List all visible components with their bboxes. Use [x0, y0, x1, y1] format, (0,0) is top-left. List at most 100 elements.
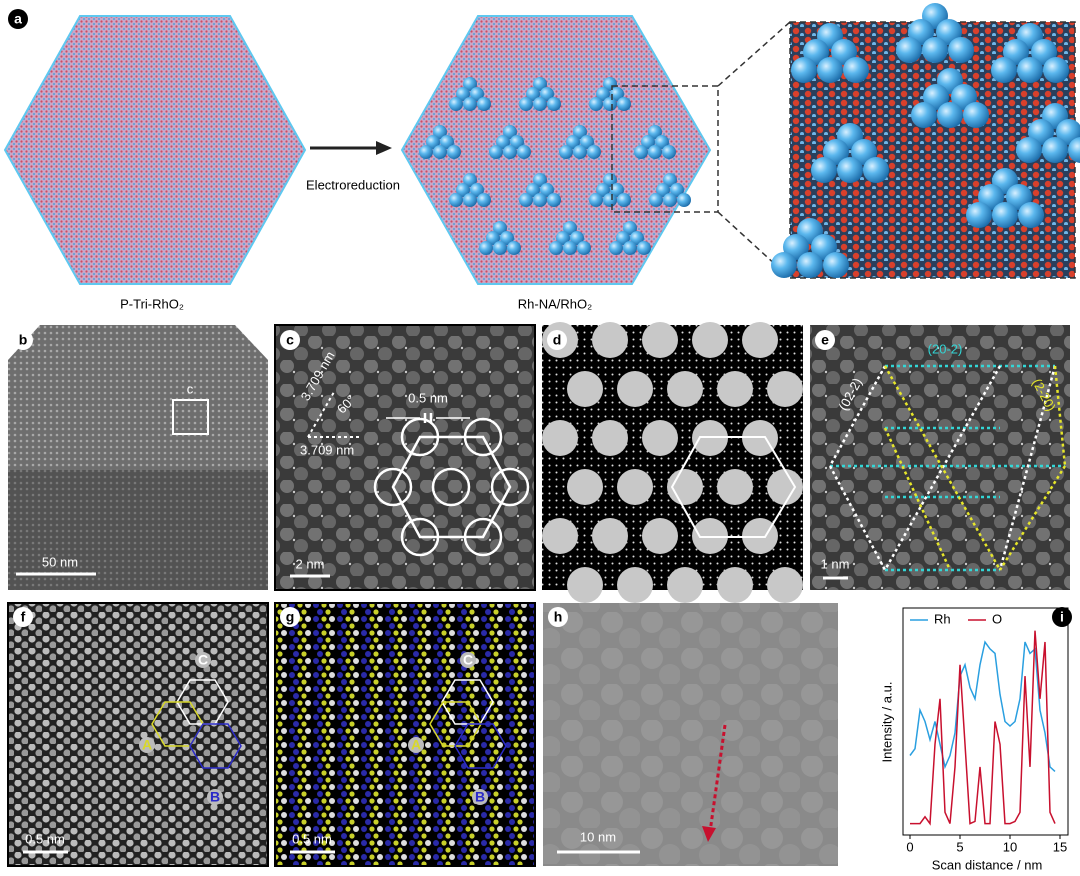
distance-label: 3.709 nm — [300, 442, 354, 457]
panel-c: c 0.5 nm 3.709 nm 3.709 nm 60° 2 nm — [274, 324, 536, 591]
atom-cluster — [617, 567, 653, 603]
decoration — [828, 364, 1067, 572]
decoration — [431, 467, 471, 507]
scale-bar: 0.5 nm — [292, 831, 332, 846]
x-tick-label: 15 — [1053, 839, 1067, 854]
panel-label: b — [19, 332, 28, 348]
atom-cluster — [642, 322, 678, 358]
decoration — [307, 391, 335, 438]
panel-a: a Electroreduction P-Tri-RhO₂ Rh-NA/RhO₂ — [3, 3, 1080, 311]
decoration — [828, 465, 887, 571]
decoration — [548, 607, 568, 627]
decoration — [828, 365, 1057, 571]
decoration — [998, 365, 1057, 571]
scale-bar: 2 nm — [296, 556, 325, 571]
hexagon — [400, 15, 712, 285]
scale-bar: 1 nm — [821, 556, 850, 571]
panel-label: d — [553, 332, 562, 348]
atom-cluster — [567, 371, 603, 407]
plane-label: (20-2) — [928, 341, 963, 356]
site-label: B — [210, 789, 220, 805]
decoration — [408, 737, 424, 753]
decoration — [810, 325, 1070, 590]
panel-b: b c 50 nm — [8, 325, 268, 590]
decoration — [1053, 365, 1067, 467]
x-tick-label: 5 — [956, 839, 963, 854]
atom-cluster — [717, 567, 753, 603]
decoration — [7, 602, 269, 867]
decoration — [207, 789, 223, 805]
spacing-label: 0.5 nm — [408, 390, 448, 405]
plot-frame — [902, 607, 1069, 836]
atom-cluster — [767, 469, 803, 505]
panel-label: e — [821, 332, 829, 348]
decoration — [463, 517, 503, 557]
site-label: A — [411, 737, 421, 753]
atom-cluster — [717, 371, 753, 407]
y-axis-label: Intensity / a.u. — [879, 682, 894, 763]
panel-i: Scan distance / nm Intensity / a.u. 0 5 10… — [879, 607, 1072, 872]
panel-e: e (20-2) (02-2) (2-20) 1 nm — [810, 325, 1070, 590]
decoration — [542, 322, 803, 603]
x-tick-label: 10 — [1003, 839, 1017, 854]
atom-cluster — [592, 518, 628, 554]
atom-cluster — [592, 420, 628, 456]
atom-cluster — [617, 371, 653, 407]
arrow-label: Electroreduction — [306, 177, 400, 192]
decoration — [463, 417, 503, 457]
panel-label: a — [14, 11, 22, 27]
panel-label: g — [286, 609, 295, 625]
site-label: A — [142, 737, 152, 753]
panel-label: i — [1060, 609, 1064, 625]
box-label: c — [187, 381, 194, 396]
panel-label: f — [21, 609, 26, 625]
decoration — [13, 330, 33, 350]
atom-cluster — [642, 420, 678, 456]
decoration — [400, 517, 440, 557]
decoration — [280, 330, 300, 350]
decoration — [195, 652, 211, 668]
atom-cluster — [592, 322, 628, 358]
decoration — [830, 364, 1065, 572]
site-label: C — [463, 652, 473, 668]
decoration — [391, 435, 512, 539]
atom-cluster — [567, 567, 603, 603]
decoration — [13, 607, 33, 627]
arrow-head — [376, 141, 392, 155]
decoration — [189, 723, 242, 769]
x-axis-label: Scan distance / nm — [932, 857, 1043, 872]
hexagon — [3, 15, 307, 285]
decoration — [998, 465, 1067, 571]
panel-label: h — [554, 609, 563, 625]
decoration — [307, 391, 530, 557]
decoration — [547, 330, 567, 350]
panel-label: c — [286, 332, 294, 348]
site-label: B — [475, 789, 485, 805]
scale-bar: 0.5 nm — [25, 831, 65, 846]
panel-label-bg — [1052, 607, 1072, 627]
legend-label: O — [992, 611, 1002, 626]
region-box — [172, 399, 209, 435]
atom-cluster — [767, 567, 803, 603]
decoration — [828, 365, 887, 467]
decoration — [235, 325, 268, 360]
legend-label: Rh — [934, 611, 951, 626]
decoration — [472, 789, 488, 805]
x-tick-label: 0 — [906, 839, 913, 854]
decoration — [883, 427, 952, 571]
decoration — [274, 602, 536, 867]
caption: Rh-NA/RhO₂ — [518, 296, 592, 311]
atom-cluster — [767, 371, 803, 407]
panel-d: d — [542, 322, 803, 603]
atom-cluster — [542, 420, 578, 456]
decoration — [490, 467, 530, 507]
atom-cluster — [617, 469, 653, 505]
zoom-box — [611, 85, 719, 213]
series-line — [910, 630, 1056, 826]
atom-cluster — [642, 518, 678, 554]
caption: P-Tri-RhO₂ — [120, 296, 184, 311]
panel-h: h 10 nm — [543, 603, 838, 866]
decoration — [543, 603, 838, 866]
decoration — [454, 723, 507, 769]
